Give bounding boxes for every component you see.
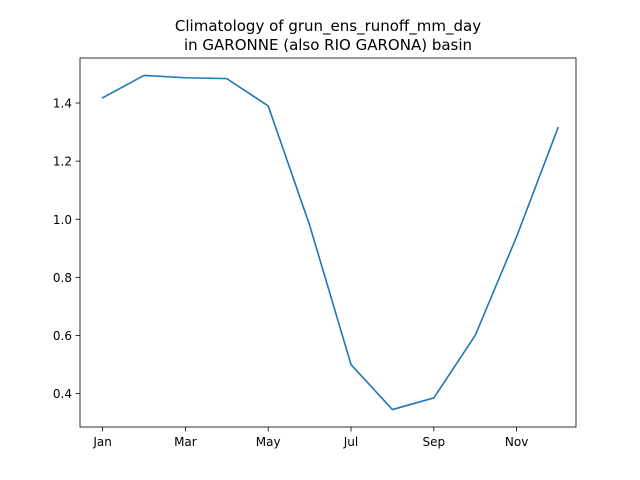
chart-title-line-2: in GARONNE (also RIO GARONA) basin bbox=[184, 36, 472, 54]
x-tick-label-sep: Sep bbox=[422, 435, 445, 449]
y-tick-label-3: 1.0 bbox=[53, 213, 72, 227]
y-tick-label-1: 0.6 bbox=[53, 329, 72, 343]
plot-area: Jan Mar May Jul Sep Nov 0.4 0.6 0.8 1.0 1.2 1.4 bbox=[53, 57, 577, 449]
y-tick-label-5: 1.4 bbox=[53, 97, 72, 111]
axes-frame bbox=[79, 57, 577, 428]
x-tick-label-jul: Jul bbox=[343, 435, 358, 449]
x-tick-label-nov: Nov bbox=[505, 435, 528, 449]
x-tick-label-may: May bbox=[256, 435, 281, 449]
x-tick-label-mar: Mar bbox=[174, 435, 197, 449]
x-tick-label-jan: Jan bbox=[92, 435, 112, 449]
y-tick-label-2: 0.8 bbox=[53, 271, 72, 285]
chart-title-line-1: Climatology of grun_ens_runoff_mm_day bbox=[175, 17, 481, 36]
y-tick-label-0: 0.4 bbox=[53, 387, 72, 401]
y-tick-label-4: 1.2 bbox=[53, 155, 72, 169]
series-line-0 bbox=[101, 74, 560, 411]
